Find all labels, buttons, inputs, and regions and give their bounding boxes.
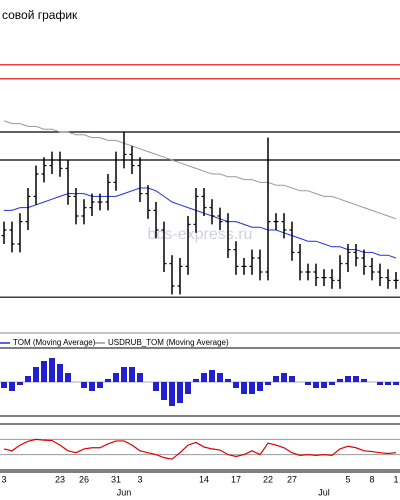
histogram-bar [153,382,159,391]
histogram-bar [233,382,239,388]
moving-average [4,187,397,259]
histogram-bar [289,376,295,382]
histogram-bar [281,373,287,382]
histogram-bar [89,382,95,391]
histogram-bar [177,382,183,403]
watermark: bcs-express.ru [148,226,253,243]
month-label: Jul [318,487,330,497]
oscillator-line [3,438,397,460]
x-tick-label: 14 [199,474,209,484]
histogram-bar [201,373,207,382]
histogram-bar [345,376,351,382]
histogram-bar [241,382,247,394]
x-tick-label: 8 [369,474,374,484]
histogram-bar [249,382,255,394]
x-tick-label: 31 [111,474,121,484]
histogram-bar [209,370,215,382]
oscillator-frame [0,423,400,471]
histogram-bar [97,382,103,388]
histogram-bar [377,382,383,385]
x-tick-label: 23 [55,474,65,484]
histogram-bar [161,382,167,400]
histogram-bar [49,358,55,382]
x-tick-label: 27 [287,474,297,484]
histogram-bar [105,379,111,382]
histogram-bar [361,379,367,382]
x-tick-label: 5 [345,474,350,484]
histogram-bar [257,382,263,391]
histogram-bar [81,382,87,388]
histogram-bar [225,379,231,382]
histogram-bar [137,373,143,382]
macd-frame [0,347,400,417]
histogram-bar [217,373,223,382]
histogram-bar [321,382,327,388]
histogram-bar [25,376,31,382]
histogram-bar [313,382,319,388]
legend-label: TOM (Moving Average) [13,338,96,347]
x-tick-label: 17 [231,474,241,484]
chart-title: совой график [2,8,78,22]
histogram-bar [1,382,7,388]
histogram-bar [185,382,191,394]
histogram-bar [193,379,199,382]
histogram-bar [41,361,47,382]
legend-label: USDRUB_TOM (Moving Average) [108,338,229,347]
histogram-bar [169,382,175,406]
x-tick-label: 26 [79,474,89,484]
histogram-bar [129,367,135,382]
histogram-bar [337,379,343,382]
x-tick-label: 1 [393,474,398,484]
x-tick-label: 3 [137,474,142,484]
moving-average [3,120,397,220]
histogram-bar [57,364,63,382]
histogram-bar [17,382,23,385]
histogram-bar [273,376,279,382]
histogram-bar [33,367,39,382]
histogram-bar [305,382,311,385]
x-tick-label: 3 [1,474,6,484]
month-label: Jun [117,487,132,497]
histogram-bar [121,367,127,382]
histogram-bar [329,382,335,385]
histogram-bar [65,373,71,382]
histogram-bar [113,373,119,382]
histogram-bar [353,376,359,382]
histogram-bar [385,382,391,385]
x-tick-label: 22 [263,474,273,484]
histogram-bar [9,382,15,391]
histogram-bar [393,382,399,385]
histogram-bar [265,382,271,385]
